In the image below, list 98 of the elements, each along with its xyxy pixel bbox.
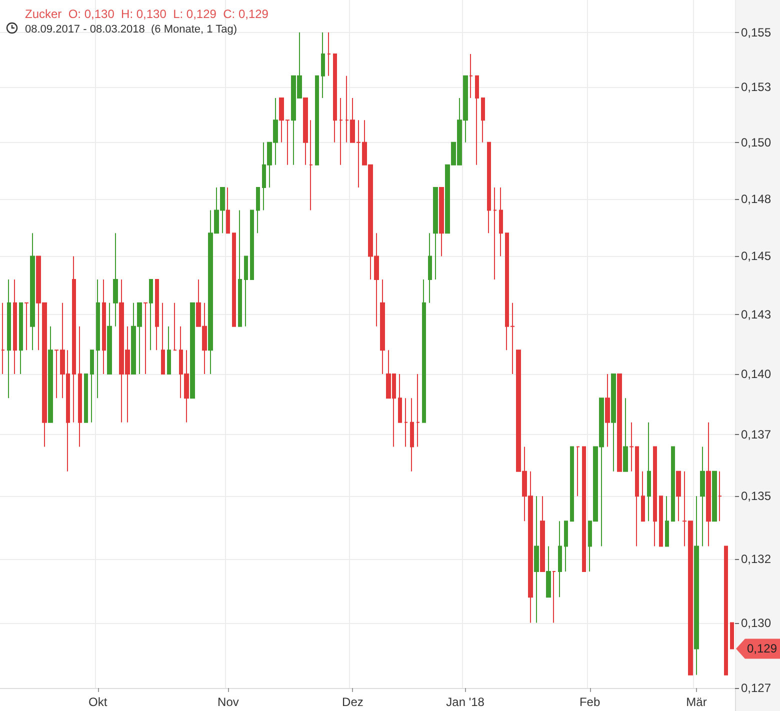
candlestick <box>232 232 236 327</box>
candlestick <box>315 75 319 166</box>
candlestick <box>410 398 414 472</box>
candlestick <box>439 186 444 257</box>
candlestick <box>653 446 657 547</box>
candlestick <box>339 97 343 166</box>
candlestick <box>84 374 88 423</box>
candlestick <box>96 278 100 399</box>
candlestick <box>422 278 426 423</box>
x-tick-label: Jan '18 <box>446 695 485 709</box>
y-tick-label: 0,127 <box>741 681 772 695</box>
candlestick <box>167 326 171 375</box>
candlestick <box>161 302 165 375</box>
candlestick <box>327 32 331 76</box>
y-tick-label: 0,153 <box>741 80 772 94</box>
candlestick <box>244 256 248 327</box>
candlestick <box>256 186 260 234</box>
candlestick <box>493 186 497 280</box>
text: 0,129 <box>747 642 778 656</box>
y-tick-label: 0,135 <box>741 489 772 504</box>
candlestick <box>546 546 551 598</box>
candlestick <box>143 302 148 375</box>
y-tick-label: 0,137 <box>741 428 772 442</box>
candlestick <box>700 446 705 547</box>
candlestick <box>48 326 53 423</box>
candlestick <box>534 496 539 624</box>
candlestick <box>481 97 485 143</box>
x-tick-label: Okt <box>88 695 108 709</box>
candlestick <box>416 374 420 448</box>
candlestick <box>303 97 308 166</box>
candlestick <box>380 278 385 375</box>
candlestick <box>90 350 94 423</box>
candlestick <box>617 374 622 472</box>
candlestick <box>404 398 408 448</box>
candlestick <box>72 256 76 423</box>
candlestick <box>475 75 479 166</box>
candlestick <box>641 470 645 522</box>
candlestick <box>730 622 734 650</box>
candlestick <box>659 496 663 547</box>
candlestick <box>13 278 17 375</box>
y-tick-label: 0,150 <box>741 135 772 150</box>
candlestick <box>7 278 11 399</box>
y-tick-label: 0,132 <box>741 552 772 566</box>
candlestick <box>398 374 402 423</box>
candlestick <box>469 54 473 98</box>
candlestick <box>576 446 580 497</box>
candlestick <box>647 422 651 522</box>
candlestick <box>623 398 628 472</box>
candlestick <box>665 496 669 547</box>
candlestick <box>102 278 106 375</box>
y-tick-label: 0,140 <box>741 367 772 382</box>
candlestick <box>564 520 568 572</box>
y-tick-label: 0,130 <box>741 616 772 630</box>
x-tick-label: Dez <box>342 695 364 709</box>
candlestick <box>611 374 616 472</box>
candlestick <box>712 470 717 522</box>
candlestick <box>428 232 432 304</box>
candlestick <box>558 520 562 598</box>
candlestick <box>309 120 313 211</box>
candlestick <box>605 374 610 448</box>
x-tick-label: Mär <box>686 695 707 709</box>
candlestick <box>582 446 586 572</box>
x-tick-label: Feb <box>579 695 600 709</box>
candlestick <box>30 232 35 351</box>
candlestick <box>107 302 112 375</box>
candlestick <box>19 302 23 375</box>
candlestick <box>321 32 325 98</box>
candlestick <box>238 210 242 327</box>
candlestick <box>1 302 5 375</box>
candlestick <box>540 496 545 572</box>
candlestick <box>499 186 503 257</box>
candlestick <box>676 470 681 522</box>
candlestick <box>552 571 556 624</box>
candlestick <box>113 232 118 327</box>
candlestick <box>487 142 491 234</box>
text: Zucker O: 0,130 H: 0,130 L: 0,129 C: 0,129 <box>25 7 269 21</box>
candlestick <box>190 302 195 399</box>
y-tick-label: 0,148 <box>741 192 772 206</box>
candlestick <box>724 546 728 676</box>
text: 08.09.2017 - 08.03.2018 (6 Monate, 1 Tag) <box>25 24 238 36</box>
candlestick <box>694 496 699 676</box>
candlestick <box>155 278 159 351</box>
candlestick <box>226 186 230 234</box>
candlestick <box>333 54 337 143</box>
candlestick <box>433 186 438 280</box>
candlestick <box>706 422 711 547</box>
y-tick-label: 0,143 <box>741 308 772 322</box>
candlestick <box>671 446 675 522</box>
candlestick <box>78 326 82 448</box>
candlestick <box>173 302 177 351</box>
candlestick <box>570 446 574 522</box>
candlestick <box>250 210 254 280</box>
candlestick <box>24 302 29 351</box>
x-tick-label: Nov <box>218 695 239 709</box>
y-tick-label: 0,155 <box>741 25 772 40</box>
candlestick <box>718 470 722 522</box>
candlestick <box>149 278 153 351</box>
y-tick-label: 0,145 <box>741 249 772 264</box>
